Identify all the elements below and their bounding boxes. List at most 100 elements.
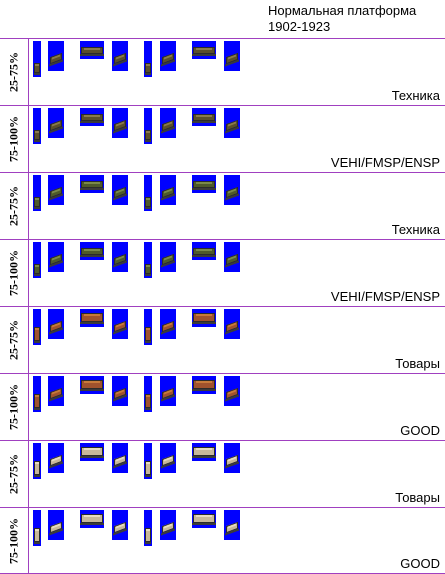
load-percent-label: 25-75% — [0, 173, 29, 239]
wagon-sprite — [112, 309, 128, 339]
wagon-sprite — [224, 175, 240, 205]
goods-cargo-icon — [81, 514, 103, 523]
sprite-table: 25-75% Техника 75-100% VEHI/FMSP/ENSP 25-75%… — [0, 38, 445, 574]
wagon-sprite — [144, 376, 152, 412]
cargo-highlight — [84, 115, 100, 117]
sprite-row: 25-75% Техника — [0, 39, 445, 106]
cargo-class-caption: GOOD — [400, 556, 440, 571]
wagon-sprite — [192, 510, 216, 528]
wagon-sprite — [160, 108, 176, 138]
cargo-highlight — [35, 529, 39, 531]
wagon-sprite — [48, 108, 64, 138]
wagon-sprite — [160, 242, 176, 272]
wagon-sprite — [192, 108, 216, 126]
wagon-sprite — [224, 376, 240, 406]
wagon-sprite — [80, 108, 104, 126]
wagon-sprite — [80, 376, 104, 394]
page-header: Нормальная платформа 1902-1923 — [268, 3, 416, 35]
wagon-sprite — [144, 443, 152, 479]
wagon-sprite — [112, 175, 128, 205]
wagon-sprite — [33, 443, 41, 479]
vehicle-cargo-icon — [145, 197, 151, 207]
cargo-highlight — [84, 314, 100, 316]
platform-deck — [34, 341, 40, 343]
wagon-sprite — [80, 443, 104, 461]
cargo-highlight — [146, 529, 150, 531]
load-percent-label: 25-75% — [0, 307, 29, 373]
cargo-class-caption: Товары — [395, 356, 440, 371]
wagon-sprite — [160, 175, 176, 205]
cargo-highlight — [196, 249, 212, 251]
vehicle-cargo-icon — [34, 130, 40, 140]
platform-deck — [80, 121, 104, 123]
load-percent-text: 25-75% — [6, 454, 21, 494]
wagon-sprite — [144, 41, 152, 77]
goods-cargo-icon — [81, 313, 103, 322]
sprite-row: 75-100% GOOD — [0, 508, 445, 574]
cargo-highlight — [146, 328, 150, 330]
goods-cargo-icon — [145, 461, 151, 475]
wagon-sprite — [80, 510, 104, 528]
wagon-sprite — [160, 309, 176, 339]
cargo-highlight — [84, 249, 100, 251]
platform-deck — [80, 188, 104, 190]
vehicle-cargo-icon — [145, 264, 151, 274]
platform-deck — [80, 456, 104, 458]
wagon-sprite — [80, 175, 104, 193]
vehicle-cargo-icon — [81, 114, 103, 121]
platform-deck — [80, 523, 104, 525]
load-percent-text: 75-100% — [6, 116, 21, 162]
platform-deck — [145, 207, 151, 209]
wagon-sprite — [33, 376, 41, 412]
cargo-highlight — [84, 515, 100, 517]
goods-cargo-icon — [81, 380, 103, 389]
platform-deck — [145, 140, 151, 142]
platform-deck — [34, 140, 40, 142]
wagon-sprite — [160, 443, 176, 473]
load-percent-text: 75-100% — [6, 384, 21, 430]
wagon-sprite — [112, 242, 128, 272]
wagon-sprite — [48, 41, 64, 71]
cargo-highlight — [35, 395, 39, 397]
platform-deck — [145, 542, 151, 544]
wagon-sprite — [80, 41, 104, 59]
vehicle-cargo-icon — [193, 248, 215, 255]
sprite-row: 25-75% Товары — [0, 307, 445, 374]
platform-deck — [80, 322, 104, 324]
cargo-highlight — [35, 131, 39, 133]
platform-deck — [192, 255, 216, 257]
platform-deck — [34, 542, 40, 544]
wagon-sprite — [33, 41, 41, 77]
goods-cargo-icon — [34, 528, 40, 542]
platform-deck — [145, 73, 151, 75]
cargo-highlight — [35, 198, 39, 200]
goods-cargo-icon — [145, 528, 151, 542]
platform-deck — [145, 408, 151, 410]
cargo-highlight — [35, 328, 39, 330]
platform-deck — [80, 255, 104, 257]
wagon-sprite — [48, 175, 64, 205]
cargo-highlight — [84, 448, 100, 450]
vehicle-cargo-icon — [145, 63, 151, 73]
wagon-sprite — [48, 443, 64, 473]
wagon-sprite — [160, 41, 176, 71]
load-percent-label: 75-100% — [0, 106, 29, 172]
load-percent-label: 75-100% — [0, 508, 29, 573]
cargo-class-caption: Техника — [391, 88, 440, 103]
platform-deck — [34, 207, 40, 209]
vehicle-cargo-icon — [193, 181, 215, 188]
platform-deck — [34, 475, 40, 477]
load-percent-text: 75-100% — [6, 517, 21, 564]
vehicle-cargo-icon — [145, 130, 151, 140]
sprite-row: 75-100% GOOD — [0, 374, 445, 441]
wagon-sprite — [112, 376, 128, 406]
wagon-sprite — [192, 443, 216, 461]
wagon-sprite — [112, 510, 128, 540]
wagon-sprite — [80, 309, 104, 327]
wagon-sprite — [160, 376, 176, 406]
header-years: 1902-1923 — [268, 19, 331, 34]
load-percent-label: 25-75% — [0, 441, 29, 507]
platform-deck — [145, 274, 151, 276]
cargo-class-caption: VEHI/FMSP/ENSP — [330, 289, 440, 304]
wagon-sprite — [33, 242, 41, 278]
